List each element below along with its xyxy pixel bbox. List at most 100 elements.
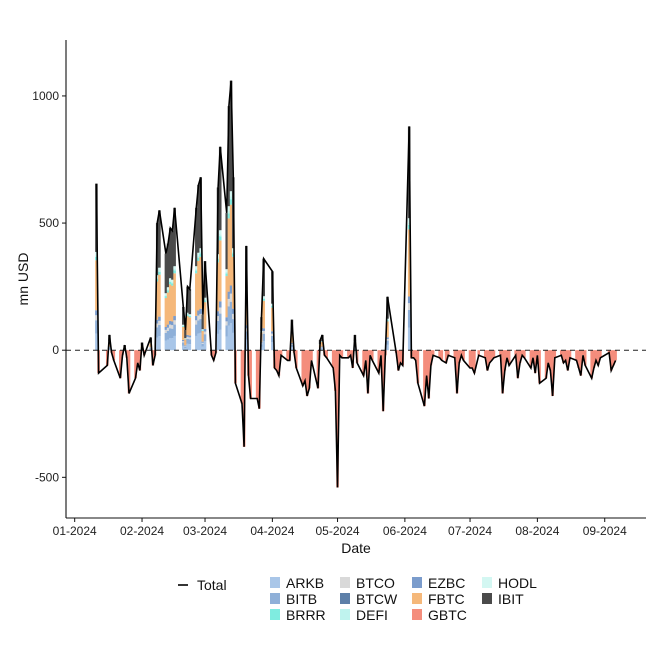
bar-brrr <box>225 273 229 277</box>
bar-gbtc <box>590 350 593 379</box>
bar-gbtc <box>368 350 372 356</box>
bar-btco <box>201 342 205 344</box>
bar-bitb <box>158 325 161 337</box>
bar-arkb <box>245 339 248 351</box>
bar-fbtc <box>195 273 198 317</box>
bar-arkb <box>290 347 294 351</box>
bar-brrr <box>201 330 205 331</box>
legend-total-label: Total <box>197 577 227 593</box>
bar-defi <box>168 280 172 282</box>
bar-arkb <box>201 346 205 351</box>
bar-btco <box>407 303 411 310</box>
bar-defi <box>155 277 159 279</box>
bar-gbtc <box>453 350 457 358</box>
bar-ezbc <box>245 325 248 329</box>
bar-gbtc <box>294 350 298 368</box>
bar-gbtc <box>492 350 496 358</box>
bar-ezbc <box>218 301 222 308</box>
bar-bitb <box>188 339 192 345</box>
bar-btco <box>245 328 248 332</box>
bar-brrr <box>164 296 168 299</box>
bar-hodl <box>173 266 176 270</box>
bar-arkb <box>231 332 235 351</box>
bar-gbtc <box>340 350 344 358</box>
bar-ibit <box>164 253 168 294</box>
legend-key-brrr <box>270 609 280 620</box>
bar-defi <box>225 271 229 274</box>
bar-gbtc <box>325 350 328 358</box>
bar-hodl <box>188 314 192 316</box>
bar-brrr <box>166 290 170 293</box>
bar-ezbc <box>203 328 207 332</box>
bar-btco <box>197 315 200 321</box>
bar-hodl <box>407 218 411 223</box>
legend-label-fbtc: FBTC <box>428 591 465 607</box>
bar-fbtc <box>231 256 235 309</box>
bar-arkb <box>227 325 231 351</box>
bar-arkb <box>168 337 172 351</box>
bar-bitb <box>218 313 222 330</box>
bar-bitb <box>168 328 172 338</box>
bar-hodl <box>195 266 198 270</box>
bar-arkb <box>149 348 153 351</box>
bar-gbtc <box>523 350 526 358</box>
bar-ezbc <box>199 308 202 314</box>
bar-bitb <box>290 344 294 348</box>
bar-gbtc <box>134 350 137 379</box>
bar-gbtc <box>568 350 572 358</box>
bar-gbtc <box>431 350 435 356</box>
bar-brrr <box>262 298 265 301</box>
bar-gbtc <box>531 350 535 358</box>
bar-hodl <box>218 230 222 235</box>
bar-gbtc <box>397 350 400 371</box>
bar-ibit <box>218 146 222 231</box>
legend-key-ibit <box>482 593 492 604</box>
bar-gbtc <box>119 350 122 379</box>
bar-bitb <box>199 319 202 333</box>
bar-fbtc <box>290 333 294 343</box>
bar-gbtc <box>514 350 517 356</box>
bar-gbtc <box>370 350 374 361</box>
bar-defi <box>173 269 176 271</box>
x-tick-label: 09-2024 <box>583 524 627 538</box>
bar-ibit <box>201 314 205 330</box>
bar-arkb <box>155 337 159 351</box>
bar-defi <box>227 211 231 214</box>
bar-ibit <box>225 212 229 270</box>
legend-label-arkb: ARKB <box>286 575 324 591</box>
y-tick-label: -500 <box>35 470 59 484</box>
bar-gbtc <box>275 350 279 371</box>
bar-btco <box>168 324 172 329</box>
bar-fbtc <box>199 256 202 309</box>
bar-gbtc <box>427 350 431 399</box>
bar-gbtc <box>460 350 463 356</box>
bar-brrr <box>227 213 231 219</box>
bar-btco <box>271 333 274 336</box>
bar-btco <box>386 338 389 341</box>
x-tick-label: 01-2024 <box>53 524 97 538</box>
bar-brrr <box>171 283 174 286</box>
bar-fbtc <box>229 204 233 286</box>
bar-fbtc <box>182 326 185 340</box>
bar-gbtc <box>457 350 461 363</box>
bar-brrr <box>229 199 233 205</box>
bar-fbtc <box>225 276 229 318</box>
bar-arkb <box>262 341 265 351</box>
bar-ezbc <box>227 291 231 299</box>
bar-btco <box>186 336 189 339</box>
x-tick-label: 04-2024 <box>250 524 294 538</box>
bar-gbtc <box>529 350 533 368</box>
legend-label-btco: BTCO <box>356 575 395 591</box>
bar-ibit <box>158 210 161 268</box>
bar-fbtc <box>203 302 207 329</box>
bar-gbtc <box>577 350 580 368</box>
bar-ibit <box>184 329 187 339</box>
bar-bitb <box>262 333 265 342</box>
bar-gbtc <box>516 350 520 379</box>
bar-gbtc <box>423 350 426 407</box>
bar-ezbc <box>184 345 187 346</box>
bar-gbtc <box>347 350 350 358</box>
bar-brrr <box>186 314 189 316</box>
legend-key-hodl <box>482 577 492 588</box>
bar-arkb <box>321 348 324 351</box>
